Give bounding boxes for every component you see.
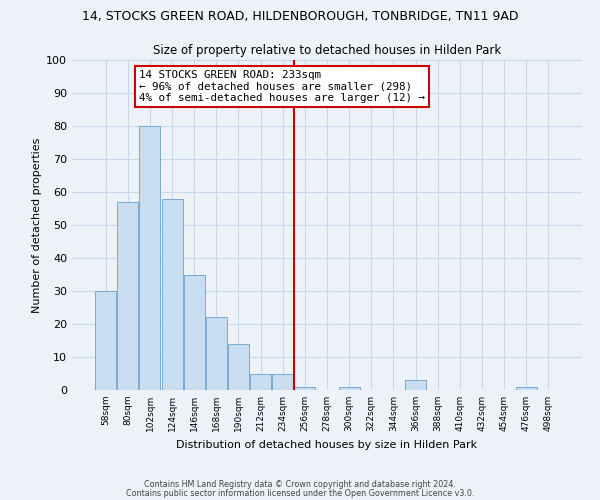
Text: Contains HM Land Registry data © Crown copyright and database right 2024.: Contains HM Land Registry data © Crown c… bbox=[144, 480, 456, 489]
Bar bbox=[228, 344, 249, 390]
Bar bbox=[405, 380, 426, 390]
Y-axis label: Number of detached properties: Number of detached properties bbox=[32, 138, 42, 312]
Bar bbox=[338, 386, 359, 390]
X-axis label: Distribution of detached houses by size in Hilden Park: Distribution of detached houses by size … bbox=[176, 440, 478, 450]
Bar bbox=[250, 374, 271, 390]
Bar bbox=[295, 386, 316, 390]
Bar bbox=[161, 198, 182, 390]
Title: Size of property relative to detached houses in Hilden Park: Size of property relative to detached ho… bbox=[153, 44, 501, 58]
Text: Contains public sector information licensed under the Open Government Licence v3: Contains public sector information licen… bbox=[126, 488, 474, 498]
Bar bbox=[206, 318, 227, 390]
Text: 14 STOCKS GREEN ROAD: 233sqm
← 96% of detached houses are smaller (298)
4% of se: 14 STOCKS GREEN ROAD: 233sqm ← 96% of de… bbox=[139, 70, 425, 103]
Text: 14, STOCKS GREEN ROAD, HILDENBOROUGH, TONBRIDGE, TN11 9AD: 14, STOCKS GREEN ROAD, HILDENBOROUGH, TO… bbox=[82, 10, 518, 23]
Bar bbox=[272, 374, 293, 390]
Bar bbox=[515, 386, 536, 390]
Bar bbox=[118, 202, 139, 390]
Bar bbox=[184, 274, 205, 390]
Bar bbox=[95, 291, 116, 390]
Bar bbox=[139, 126, 160, 390]
